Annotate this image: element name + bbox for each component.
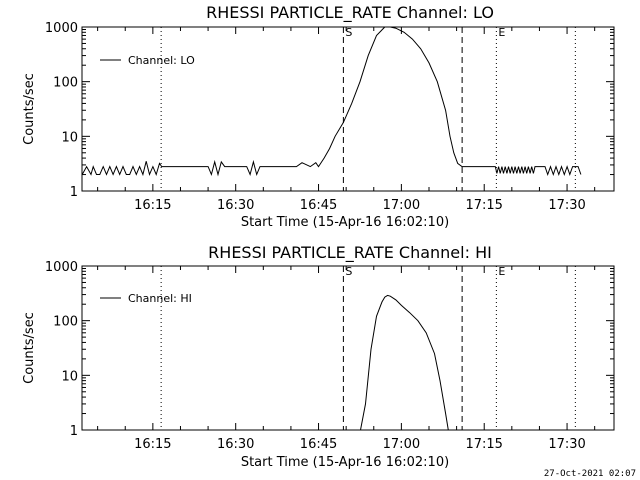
x-tick-label: 16:45 — [300, 437, 337, 452]
legend-label: Channel: LO — [128, 54, 195, 67]
x-tick-label: 16:30 — [217, 198, 254, 213]
plot-frame — [81, 265, 615, 431]
y-axis-label: Counts/sec — [22, 73, 37, 145]
x-tick-label: 17:30 — [548, 437, 585, 452]
x-tick-label: 17:15 — [465, 198, 502, 213]
y-tick-label: 10 — [61, 130, 78, 145]
y-axis-label: Counts/sec — [22, 312, 37, 384]
x-tick-label: 16:30 — [217, 437, 254, 452]
x-axis-label: Start Time (15-Apr-16 16:02:10) — [241, 455, 449, 470]
x-tick-label: 16:15 — [134, 437, 171, 452]
series-line — [360, 294, 449, 431]
x-tick-label: 17:00 — [383, 198, 420, 213]
event-marker-label: S — [345, 26, 352, 39]
axis-ticks: 16:15 16:30 16:45 17:00 17:15 17:30 1 10 100 1000 — [45, 260, 614, 452]
x-tick-label: 17:00 — [383, 437, 420, 452]
event-marker-label: E — [498, 26, 505, 39]
series-lines — [360, 294, 449, 431]
event-marker-label: S — [345, 265, 352, 278]
y-tick-label: 1000 — [45, 21, 78, 36]
x-tick-label: 17:15 — [465, 437, 502, 452]
y-tick-label: 10 — [61, 369, 78, 384]
chart-panel-lo: RHESSI PARTICLE_RATE Channel: LO Counts/… — [22, 3, 615, 230]
axis-ticks: 16:15 16:30 16:45 17:00 17:15 17:30 1 10 100 1000 — [45, 21, 614, 213]
x-axis-label: Start Time (15-Apr-16 16:02:10) — [241, 215, 449, 230]
footer-timestamp: 27-Oct-2021 02:07 — [544, 469, 636, 479]
x-tick-label: 16:45 — [300, 198, 337, 213]
x-tick-label: 17:30 — [548, 198, 585, 213]
legend-label: Channel: HI — [128, 292, 192, 305]
y-tick-label: 100 — [53, 315, 78, 330]
chart-title: RHESSI PARTICLE_RATE Channel: HI — [208, 243, 492, 263]
y-tick-label: 100 — [53, 76, 78, 91]
event-marker-label: E — [498, 265, 505, 278]
chart-panel-hi: RHESSI PARTICLE_RATE Channel: HI Counts/… — [22, 243, 615, 470]
series-line — [81, 26, 582, 177]
chart-title: RHESSI PARTICLE_RATE Channel: LO — [206, 3, 494, 23]
plot-frame — [81, 26, 615, 192]
series-lines — [81, 26, 582, 177]
y-tick-label: 1 — [70, 185, 78, 200]
y-tick-label: 1000 — [45, 260, 78, 275]
y-tick-label: 1 — [70, 424, 78, 439]
x-tick-label: 16:15 — [134, 198, 171, 213]
